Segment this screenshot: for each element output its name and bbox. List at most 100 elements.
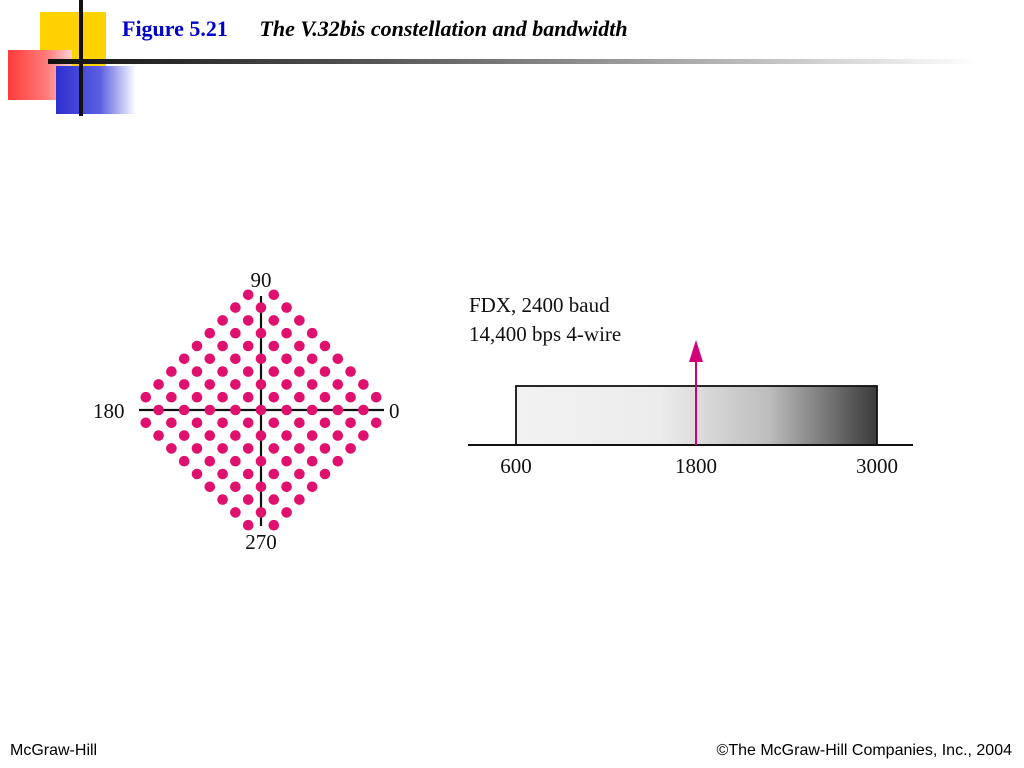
constellation-point: [204, 430, 216, 441]
constellation-point: [306, 404, 318, 416]
constellation-point: [255, 327, 267, 339]
constellation-point: [306, 379, 318, 390]
figure-title: The V.32bis constellation and bandwidth: [259, 16, 628, 41]
constellation-point: [281, 430, 292, 441]
constellation-point: [242, 468, 254, 480]
constellation-point: [217, 494, 228, 505]
axis-label-90: 90: [251, 268, 272, 292]
constellation-point: [294, 443, 305, 454]
constellation-point: [204, 353, 216, 365]
constellation-point: [370, 417, 382, 429]
constellation-point: [191, 340, 203, 352]
constellation-point: [230, 379, 241, 390]
constellation-point: [319, 443, 331, 454]
constellation-diagram: 90 180 0 270: [93, 268, 400, 554]
constellation-point: [217, 366, 228, 377]
constellation-point: [230, 430, 241, 441]
constellation-points: [140, 289, 382, 531]
constellation-point: [178, 404, 190, 416]
constellation-point: [345, 391, 356, 403]
constellation-point: [332, 379, 344, 390]
constellation-point: [345, 417, 356, 429]
constellation-point: [230, 507, 241, 518]
constellation-point: [268, 391, 280, 403]
constellation-point: [268, 494, 280, 505]
constellation-point: [191, 391, 203, 403]
axis-label-270: 270: [245, 530, 277, 554]
constellation-point: [255, 507, 267, 518]
constellation-point: [255, 353, 267, 365]
constellation-point: [281, 404, 292, 416]
constellation-point: [268, 519, 280, 531]
constellation-point: [294, 340, 305, 352]
constellation-point: [345, 366, 356, 377]
constellation-point: [217, 315, 228, 326]
info-line-2: 14,400 bps 4-wire: [469, 322, 621, 346]
constellation-point: [294, 417, 305, 429]
constellation-point: [204, 379, 216, 390]
constellation-point: [242, 340, 254, 352]
footer-publisher: McGraw-Hill: [10, 742, 98, 759]
tick-label-3000: 3000: [856, 454, 898, 478]
constellation-point: [230, 353, 241, 365]
constellation-point: [255, 455, 267, 467]
constellation-point: [358, 379, 369, 390]
footer-copyright: ©The McGraw-Hill Companies, Inc., 2004: [716, 742, 1012, 759]
constellation-point: [281, 379, 292, 390]
constellation-point: [191, 417, 203, 429]
constellation-point: [230, 481, 241, 493]
constellation-point: [242, 391, 254, 403]
axis-label-0: 0: [389, 399, 400, 423]
constellation-point: [140, 391, 152, 403]
tick-label-1800: 1800: [675, 454, 717, 478]
constellation-point: [370, 391, 382, 403]
constellation-point: [242, 315, 254, 326]
constellation-point: [204, 404, 216, 416]
constellation-point: [217, 391, 228, 403]
constellation-point: [178, 379, 190, 390]
constellation-point: [319, 391, 331, 403]
constellation-point: [319, 366, 331, 377]
constellation-point: [217, 340, 228, 352]
constellation-point: [255, 481, 267, 493]
constellation-point: [268, 468, 280, 480]
constellation-point: [242, 289, 254, 301]
constellation-point: [306, 481, 318, 493]
constellation-point: [204, 455, 216, 467]
constellation-point: [191, 443, 203, 454]
bandwidth-diagram: FDX, 2400 baud 14,400 bps 4-wire 600 180…: [468, 293, 913, 478]
constellation-point: [281, 327, 292, 339]
constellation-point: [255, 379, 267, 390]
constellation-point: [230, 302, 241, 313]
constellation-point: [281, 507, 292, 518]
constellation-point: [242, 494, 254, 505]
constellation-point: [281, 302, 292, 313]
constellation-point: [281, 353, 292, 365]
constellation-point: [268, 340, 280, 352]
constellation-point: [191, 366, 203, 377]
constellation-point: [306, 455, 318, 467]
info-line-1: FDX, 2400 baud: [469, 293, 610, 317]
constellation-point: [345, 443, 356, 454]
constellation-point: [319, 468, 331, 480]
carrier-arrow-head: [689, 340, 703, 362]
constellation-point: [268, 366, 280, 377]
constellation-point: [294, 315, 305, 326]
constellation-point: [230, 327, 241, 339]
constellation-point: [204, 327, 216, 339]
constellation-point: [153, 430, 164, 441]
constellation-point: [166, 391, 177, 403]
constellation-point: [178, 353, 190, 365]
decor-vertical-line: [79, 0, 83, 116]
constellation-point: [268, 443, 280, 454]
constellation-point: [268, 417, 280, 429]
decor-blue-square: [56, 66, 136, 114]
constellation-point: [281, 481, 292, 493]
constellation-point: [191, 468, 203, 480]
constellation-point: [178, 430, 190, 441]
constellation-point: [358, 404, 369, 416]
constellation-point: [178, 455, 190, 467]
constellation-point: [230, 404, 241, 416]
constellation-point: [242, 443, 254, 454]
